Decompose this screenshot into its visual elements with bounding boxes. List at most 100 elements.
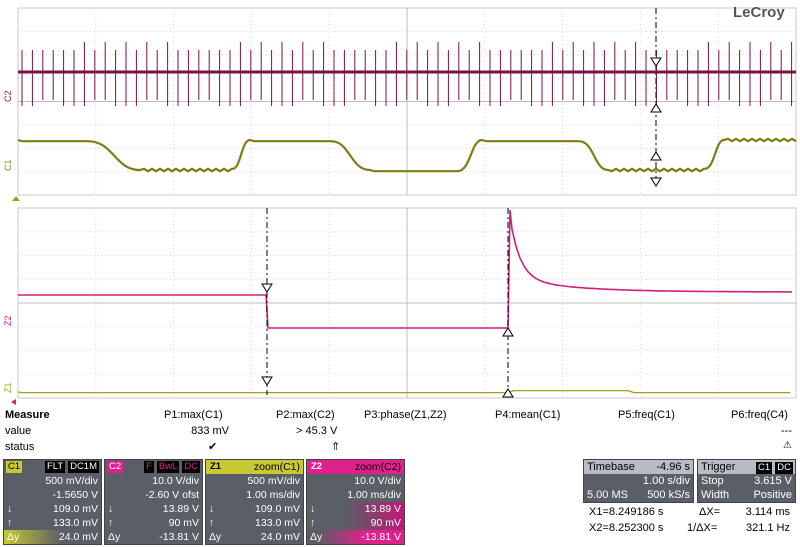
z2-scale: 10.0 V/div [354,475,401,487]
cursor-x2[interactable] [502,208,514,398]
inv-dx-label: 1/ΔX= [687,522,718,534]
c2-up-arrow-icon: ↑ [108,517,114,529]
c1-down-arrow-icon: ↓ [7,503,13,515]
timebase-samples: 5.00 MS [587,489,628,501]
x1-value: 8.249186 s [609,506,664,518]
c1-up: 133.0 mV [53,517,98,529]
z1-up: 133.0 mV [255,517,300,529]
z1-label: Z1 [210,461,222,472]
timebase-rate: 500 kS/s [647,489,690,501]
z1-down-arrow-icon: ↓ [209,503,215,515]
param-p5[interactable]: P5:freq(C1) [618,409,675,421]
z2-delta-icon: Δy [310,531,323,543]
status-p1-check-icon: ✔ [208,441,218,453]
value-p1: 833 mV [191,425,229,437]
c2-f-tag: F [144,461,154,473]
x2-value: 8.252300 s [609,522,664,534]
value-row-label: value [5,425,32,437]
c2-marker: C2 [3,90,13,102]
param-p3[interactable]: P3:phase(Z1,Z2) [364,409,447,421]
trigger-mode: Stop [701,475,724,487]
inv-dx-value: 321.1 Hz [745,522,790,534]
c2-trace [18,42,796,106]
z1-marker: Z1 [3,382,13,393]
z2-down-arrow-icon: ↓ [310,503,316,515]
lecroy-logo: LeCroy [733,4,785,21]
z2-trace [18,209,792,329]
upper-grid [17,7,797,196]
status-row-label: status [5,441,35,453]
trigger-source-tag: C1 [756,462,773,474]
z2-title: zoom(C2) [354,461,401,473]
z1-delta-icon: Δy [209,531,222,543]
channel-markers: C2 C1 Z2 Z1 [3,90,20,405]
status-p2-overflow-icon: ⇑ [331,441,341,453]
z1-scale: 500 mV/div [247,475,300,487]
lower-grid [17,207,797,399]
trigger-level: 3.615 V [754,475,792,487]
z1-trace [17,389,790,394]
z2-down: 13.89 V [364,503,401,515]
c2-coupling-tag: DC [182,461,200,473]
c2-scale: 10.0 V/div [152,475,199,487]
z1-title: zoom(C1) [253,461,300,473]
c2-down-arrow-icon: ↓ [108,503,114,515]
z2-delta: -13.81 V [361,531,401,543]
channel-c1-box[interactable]: C1 FLT DC1M 500 mV/div -1.5650 V ↓ 109.0 … [3,459,102,545]
param-p4[interactable]: P4:mean(C1) [495,409,561,421]
channel-z1-box[interactable]: Z1 zoom(C1) 500 mV/div 1.00 ms/div ↓ 109.… [205,459,304,545]
cursor-top[interactable] [650,8,662,187]
waveform-display[interactable]: C2 C1 Z2 Z1 [0,0,800,408]
c1-scale: 500 mV/div [45,475,98,487]
trigger-type: Width [701,489,730,501]
cursor-x1[interactable] [261,208,273,395]
z2-timescale: 1.00 ms/div [347,489,401,501]
c1-coupling-tag: DC1M [68,461,99,473]
c1-marker: C1 [3,159,13,171]
c2-label: C2 [107,461,124,473]
timebase-box[interactable]: Timebase -4.96 s 1.00 s/div 5.00 MS 500 … [583,459,694,503]
timebase-delay: -4.96 s [656,461,690,473]
value-p6: --- [781,425,792,437]
c1-delta: 24.0 mV [58,531,98,543]
channel-c2-box[interactable]: C2 F BwL DC 10.0 V/div -2.60 V ofst ↓ 13.… [104,459,203,545]
timebase-label: Timebase [587,461,635,473]
c1-trace [17,137,797,173]
c2-delta: -13.81 V [159,531,199,543]
x2-label: X2= [589,522,609,534]
c1-offset: -1.5650 V [52,489,98,501]
dx-label: ΔX= [699,506,721,518]
z1-delta: 24.0 mV [260,531,300,543]
c1-delta-icon: Δy [7,531,20,543]
z1-down: 109.0 mV [255,503,300,515]
param-p1[interactable]: P1:max(C1) [164,409,223,421]
z1-timescale: 1.00 ms/div [246,489,300,501]
c2-down: 13.89 V [162,503,199,515]
z2-up: 90 mV [370,517,401,529]
param-p2[interactable]: P2:max(C2) [276,409,335,421]
c1-label: C1 [6,461,23,473]
trigger-slope: Positive [753,489,792,501]
c1-up-arrow-icon: ↑ [7,517,13,529]
status-p6-warning-icon: ⚠ [783,440,792,451]
z2-label: Z2 [311,461,323,472]
x1-label: X1= [589,506,609,518]
z2-marker: Z2 [3,315,13,326]
param-p6[interactable]: P6:freq(C4) [731,409,788,421]
value-p2: > 45.3 V [296,425,338,437]
dx-value: 3.114 ms [745,506,790,518]
measure-table: Measure value status P1:max(C1) 833 mV ✔… [0,409,800,457]
c2-delta-icon: Δy [108,531,121,543]
c2-bwl-tag: BwL [156,461,180,473]
channel-z2-box[interactable]: Z2 zoom(C2) 10.0 V/div 1.00 ms/div ↓ 13.8… [306,459,405,545]
c2-offset: -2.60 V ofst [145,489,199,501]
z1-up-arrow-icon: ↑ [209,517,215,529]
trigger-coupling-tag: DC [775,462,793,474]
z2-up-arrow-icon: ↑ [310,517,316,529]
trigger-box[interactable]: Trigger C1 DC Stop 3.615 V Width Positiv… [697,459,796,503]
timebase-per-div: 1.00 s/div [642,475,690,487]
measure-header[interactable]: Measure [5,409,50,421]
cursor-readout: X1= 8.249186 s ΔX= 3.114 ms X2= 8.252300… [583,505,798,541]
c2-up: 90 mV [168,517,199,529]
c1-down: 109.0 mV [53,503,98,515]
